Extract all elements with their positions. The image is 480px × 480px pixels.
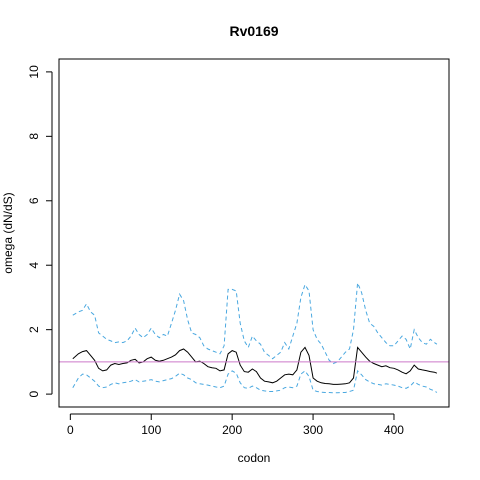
x-axis: 0 100 200 300 400 [67, 413, 404, 437]
x-tick-label: 400 [384, 423, 404, 437]
y-tick-label: 10 [27, 65, 41, 79]
plot-lines [59, 282, 449, 394]
y-tick-label: 0 [27, 390, 41, 397]
x-axis-label: codon [238, 451, 271, 465]
y-tick-label: 2 [27, 326, 41, 333]
plot-frame [58, 58, 450, 408]
series-line-upper [72, 282, 438, 365]
y-tick-label: 8 [27, 133, 41, 140]
x-tick-label: 0 [67, 423, 74, 437]
series-line-estimate [72, 346, 438, 385]
chart-title: Rv0169 [229, 23, 278, 39]
x-tick-label: 100 [141, 423, 161, 437]
x-tick-label: 300 [303, 423, 323, 437]
y-tick-label: 6 [27, 197, 41, 204]
x-tick-label: 200 [222, 423, 242, 437]
series-line-lower [72, 369, 438, 394]
y-axis: 0 2 4 6 8 10 [27, 65, 53, 397]
y-axis-label: omega (dN/dS) [1, 192, 15, 273]
y-tick-label: 4 [27, 262, 41, 269]
